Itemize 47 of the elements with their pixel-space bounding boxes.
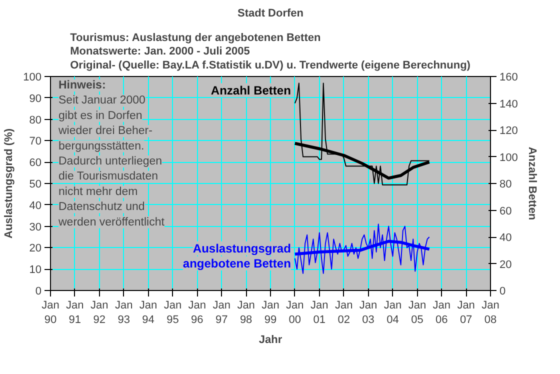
y2-tick-label: 160 [500, 72, 518, 84]
x-tick-label: Jan 94 [139, 300, 158, 326]
x-tick-label: Jan 98 [237, 300, 255, 326]
y2-tick-label: 0 [500, 286, 506, 298]
y-tick-label: 0 [35, 286, 42, 298]
y-tick-label: 10 [29, 264, 42, 276]
y2-tick-label: 120 [500, 125, 518, 137]
y-tick-label: 70 [29, 136, 42, 148]
y2-tick-label: 60 [500, 205, 512, 218]
x-tick-label: Jan 07 [457, 300, 475, 326]
y2-tick-label: 20 [500, 258, 512, 271]
x-tick-label: Jan 03 [359, 300, 378, 326]
y-tick-label: 30 [29, 221, 42, 234]
x-tick-label: Jan 06 [432, 300, 451, 326]
y-tick-label: 100 [23, 72, 42, 84]
x-tick-label: Jan 00 [286, 300, 304, 326]
x-tick-label: Jan 90 [42, 300, 60, 326]
y-axis-title: Auslastungsgrad (%) [3, 128, 16, 239]
x-tick-label: Jan 95 [164, 300, 182, 326]
x-tick-label: Jan 01 [310, 300, 328, 326]
text: Hinweis: Seit Januar 2000 gibt es in Dorfen wieder drei Beher- bergungsstätten. Dadurch unterliegen die Tourismusdaten nicht mehr dem Datenschutz und werden veröffentlicht [58, 80, 164, 228]
y-tick-label: 50 [29, 178, 42, 190]
y-tick-label: 90 [29, 92, 42, 105]
y2-tick-label: 80 [500, 178, 512, 190]
chart-title: Stadt Dorfen [238, 8, 304, 20]
y-tick-label: 20 [29, 242, 42, 255]
x-axis-title: Jahr [258, 334, 283, 346]
x-tick-label: Jan 05 [408, 300, 426, 326]
x-tick-label: Jan 97 [212, 300, 231, 326]
y2-tick-label: 40 [500, 232, 512, 244]
x-tick-label: Jan 93 [114, 300, 133, 326]
x-tick-label: Jan 92 [90, 300, 108, 326]
y2-tick-label: 140 [500, 98, 518, 110]
x-tick-label: Jan 04 [384, 300, 402, 326]
series-label: Auslastungsgrad angebotene Betten [182, 241, 291, 270]
y-tick-label: 60 [29, 157, 42, 170]
y-tick-label: 80 [29, 114, 42, 126]
y2-tick-label: 100 [500, 152, 518, 164]
x-tick-label: Jan 02 [334, 300, 353, 326]
x-tick-label: Jan 99 [262, 300, 280, 326]
series-label: Anzahl Betten [210, 83, 291, 98]
y2-axis-title: Anzahl Betten [526, 146, 538, 220]
chart-subtitle: Tourismus: Auslastung der angebotenen Betten Monatswerte: Jan. 2000 - Juli 2005 Original- (Quelle: Bay.LA f.Statistik u.DV) u. Trendwerte (eigene Berechnung) [70, 32, 471, 72]
x-tick-label: Jan 96 [188, 300, 206, 326]
x-tick-label: Jan 08 [482, 300, 500, 326]
x-tick-label: Jan 91 [66, 300, 84, 326]
y-tick-label: 40 [29, 200, 42, 212]
